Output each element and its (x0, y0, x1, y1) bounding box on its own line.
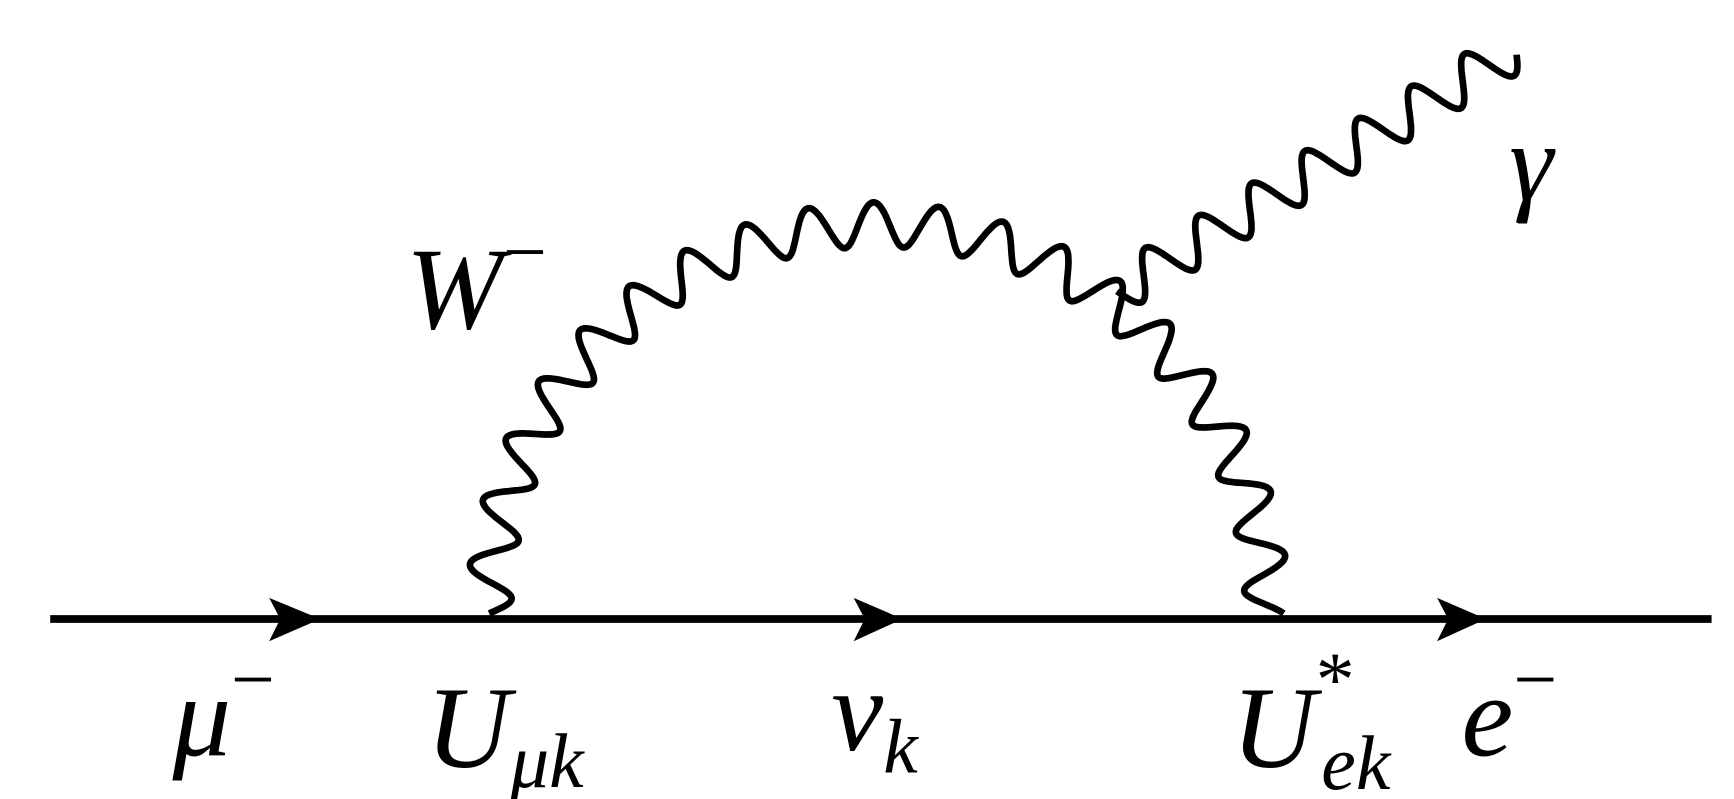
w-boson-propagator (466, 198, 1289, 617)
arrow-neutrino (853, 597, 903, 642)
neutrino-label: νk (831, 647, 919, 789)
arrow-electron (1437, 597, 1486, 642)
photon-label: γ (1509, 102, 1556, 225)
arrow-muon (269, 597, 321, 642)
w-boson-label: W− (406, 209, 547, 354)
vertex1-label: Uμk (426, 664, 585, 799)
vertex2-label: U* ek (1231, 637, 1391, 799)
muon-label: μ− (171, 637, 274, 782)
electron-label: e− (1462, 637, 1558, 782)
photon-line (1115, 49, 1521, 307)
